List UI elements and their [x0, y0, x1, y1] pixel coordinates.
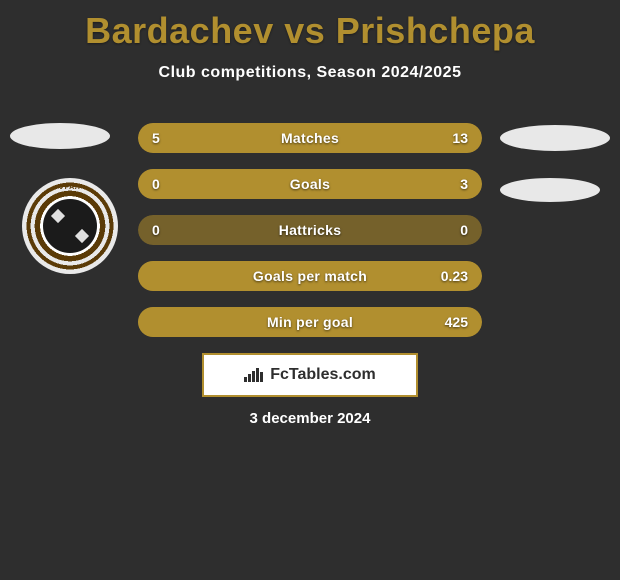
- bar-chart-icon: [244, 368, 264, 382]
- soccer-ball-icon: [43, 199, 97, 253]
- side-ellipse: [500, 125, 610, 151]
- stat-label: Goals per match: [138, 261, 482, 291]
- side-ellipse: [500, 178, 600, 202]
- stats-comparison-group: 513Matches 03Goals 00Hattricks 0.23Goals pe…: [138, 123, 482, 353]
- club-badge: УРАЛ: [22, 178, 118, 274]
- stat-row: 513Matches: [138, 123, 482, 153]
- stat-row: 425Min per goal: [138, 307, 482, 337]
- stat-label: Hattricks: [138, 215, 482, 245]
- stat-row: 00Hattricks: [138, 215, 482, 245]
- side-ellipse: [10, 123, 110, 149]
- footer-brand-text: FcTables.com: [270, 366, 376, 384]
- footer-date: 3 december 2024: [0, 410, 620, 427]
- stat-label: Matches: [138, 123, 482, 153]
- club-badge-text: УРАЛ: [22, 184, 118, 191]
- stat-row: 03Goals: [138, 169, 482, 199]
- stat-row: 0.23Goals per match: [138, 261, 482, 291]
- footer-brand-box: FcTables.com: [202, 353, 418, 397]
- stat-label: Goals: [138, 169, 482, 199]
- page-subtitle: Club competitions, Season 2024/2025: [0, 64, 620, 82]
- stat-label: Min per goal: [138, 307, 482, 337]
- page-title: Bardachev vs Prishchepa: [0, 0, 620, 52]
